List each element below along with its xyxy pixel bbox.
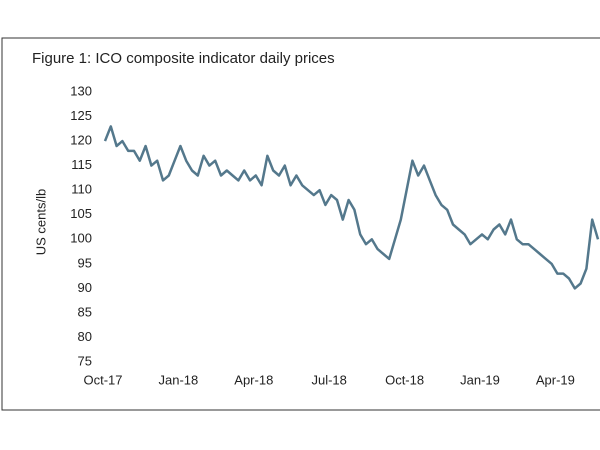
y-axis-label: US cents/lb (33, 189, 48, 255)
chart-title: Figure 1: ICO composite indicator daily … (32, 50, 335, 67)
y-tick-label: 115 (71, 157, 92, 172)
x-tick-label: Apr-18 (234, 372, 273, 387)
y-tick-label: 125 (70, 108, 92, 123)
y-tick-label: 80 (78, 329, 92, 344)
y-tick-label: 100 (70, 231, 92, 246)
frame (1, 37, 600, 411)
x-tick-label: Jan-18 (159, 372, 199, 387)
y-tick-label: 105 (70, 206, 92, 221)
y-tick-label: 130 (70, 83, 92, 98)
y-tick-label: 110 (71, 182, 92, 197)
x-tick-label: Jul-18 (311, 372, 346, 387)
x-tick-label: Oct-17 (83, 372, 122, 387)
x-tick-label: Jan-19 (460, 372, 500, 387)
y-tick-label: 120 (70, 133, 92, 148)
y-tick-label: 85 (78, 304, 92, 319)
x-tick-label: Apr-19 (536, 372, 575, 387)
price-line (103, 125, 600, 290)
y-tick-label: 95 (78, 255, 92, 270)
x-tick-label: Oct-18 (385, 372, 424, 387)
y-tick-label: 90 (78, 280, 92, 295)
y-tick-label: 75 (78, 353, 92, 368)
